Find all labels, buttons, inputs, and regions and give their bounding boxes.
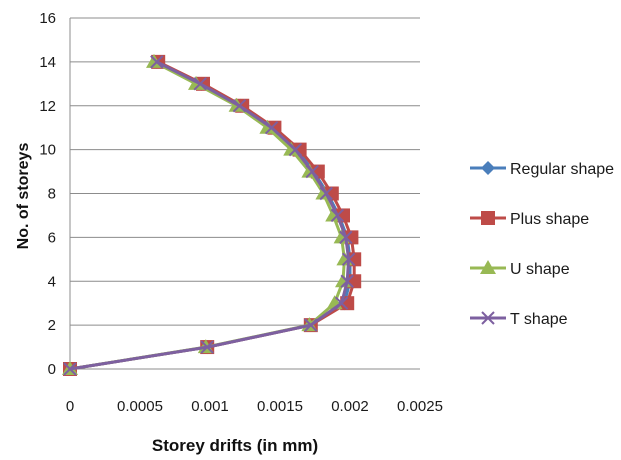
legend-item: T shape bbox=[470, 311, 568, 328]
data-point bbox=[193, 77, 207, 91]
tick-layer: 0 2 4 6 8 10 12 14 16 0 0.0005 0.001 0.0015 0.002 0.00… bbox=[39, 10, 443, 415]
data-point bbox=[232, 99, 247, 113]
data-point bbox=[334, 296, 349, 310]
data-point bbox=[330, 208, 345, 223]
data-point bbox=[339, 230, 353, 245]
legend-item: Regular shape bbox=[470, 161, 614, 178]
data-point bbox=[304, 318, 318, 332]
y-tick-label: 8 bbox=[48, 186, 56, 203]
data-point bbox=[319, 186, 333, 201]
data-point bbox=[264, 120, 279, 135]
data-point bbox=[63, 362, 77, 376]
series-line bbox=[69, 60, 346, 371]
y-tick-label: 14 bbox=[39, 54, 56, 71]
series-plus-shape bbox=[63, 54, 362, 376]
y-tick-label: 16 bbox=[39, 10, 56, 27]
x-tick-label: 0.0025 bbox=[397, 398, 443, 415]
series-layer bbox=[62, 53, 362, 376]
y-tick-label: 0 bbox=[48, 361, 56, 378]
legend-label: Regular shape bbox=[510, 161, 614, 178]
y-tick-label: 4 bbox=[48, 273, 56, 290]
data-point bbox=[200, 340, 214, 354]
legend-label: U shape bbox=[510, 261, 570, 278]
legend: Regular shape Plus shape U shape T shape bbox=[470, 161, 614, 328]
y-tick-label: 6 bbox=[48, 229, 56, 246]
y-axis-title: No. of storeys bbox=[15, 143, 32, 250]
data-point bbox=[259, 119, 276, 134]
series-t-shape bbox=[63, 55, 356, 376]
y-tick-label: 2 bbox=[48, 317, 56, 334]
grid-layer bbox=[69, 17, 420, 370]
legend-marker bbox=[481, 211, 495, 225]
x-axis-title: Storey drifts (in mm) bbox=[152, 436, 318, 455]
y-tick-label: 10 bbox=[39, 142, 56, 159]
x-tick-label: 0.001 bbox=[191, 398, 229, 415]
data-point bbox=[288, 142, 303, 157]
x-tick-label: 0.0005 bbox=[117, 398, 163, 415]
data-point bbox=[341, 252, 356, 267]
legend-marker bbox=[481, 311, 495, 325]
legend-marker bbox=[480, 260, 496, 274]
legend-label: Plus shape bbox=[510, 211, 589, 228]
legend-item: Plus shape bbox=[470, 211, 589, 228]
data-point bbox=[305, 164, 319, 179]
x-tick-label: 0 bbox=[66, 398, 74, 415]
x-tick-label: 0.002 bbox=[331, 398, 369, 415]
data-point bbox=[283, 141, 300, 156]
legend-marker bbox=[481, 161, 495, 175]
legend-item: U shape bbox=[470, 260, 570, 278]
data-point bbox=[150, 55, 164, 69]
x-tick-label: 0.0015 bbox=[257, 398, 303, 415]
data-point bbox=[340, 274, 354, 288]
legend-label: T shape bbox=[510, 311, 568, 328]
y-tick-label: 12 bbox=[39, 98, 56, 115]
